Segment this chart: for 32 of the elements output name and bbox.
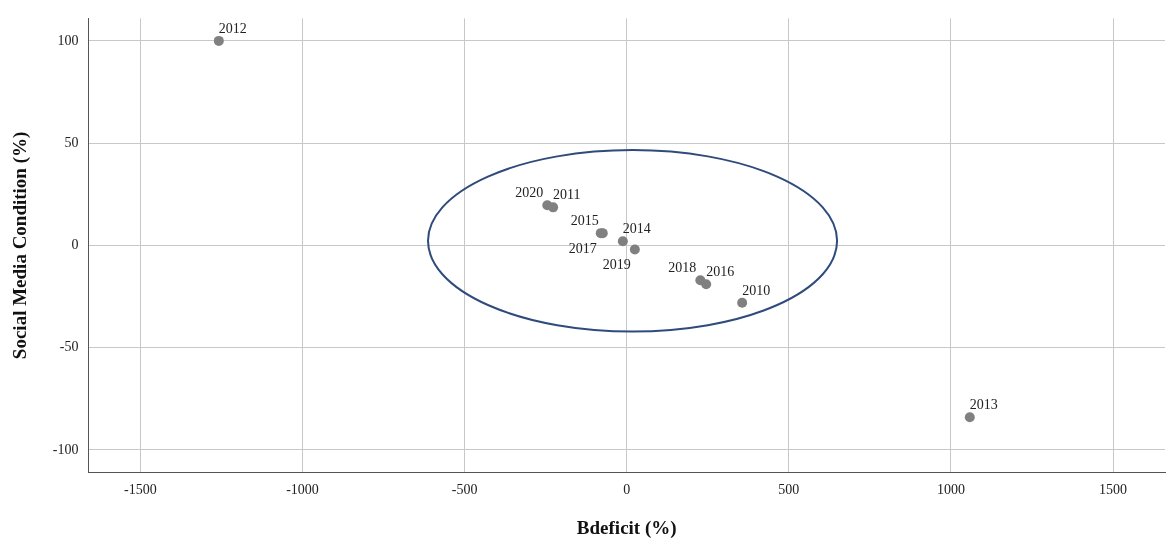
annotation: 2013	[969, 397, 998, 413]
annotation: 2016	[706, 264, 735, 280]
y-tick-label: 0	[71, 237, 79, 253]
annotation: 2017	[568, 241, 597, 257]
point	[617, 236, 628, 247]
x-tick-label: 500	[778, 482, 800, 498]
y-tick-label: -50	[59, 339, 79, 355]
x-axis-title: Bdeficit (%)	[576, 516, 677, 539]
x-tick-label: -1000	[286, 482, 319, 498]
annotation: 2014	[622, 221, 651, 237]
y-tick-label: 100	[57, 32, 79, 48]
x-tick-label: 1000	[936, 482, 965, 498]
annotation: 2015	[570, 213, 599, 229]
x-tick-label: -1500	[124, 482, 157, 498]
point	[542, 200, 553, 211]
point	[964, 412, 975, 423]
annotation: 2018	[668, 260, 697, 276]
y-tick-label: -100	[52, 441, 79, 457]
x-tick-label: -500	[451, 482, 478, 498]
annotation: 2010	[742, 282, 771, 298]
annotation: 2012	[218, 20, 247, 36]
y-axis-title: Social Media Condition (%)	[9, 131, 32, 360]
point	[629, 244, 640, 255]
annotation: 2011	[553, 187, 581, 203]
annotation: 2020	[515, 185, 544, 201]
x-tick-label: 1500	[1099, 482, 1128, 498]
y-tick-label: 50	[64, 134, 79, 150]
point	[213, 35, 224, 46]
annotation: 2019	[602, 257, 631, 273]
point	[695, 275, 706, 286]
point	[737, 297, 748, 308]
x-tick-label: 0	[623, 482, 631, 498]
